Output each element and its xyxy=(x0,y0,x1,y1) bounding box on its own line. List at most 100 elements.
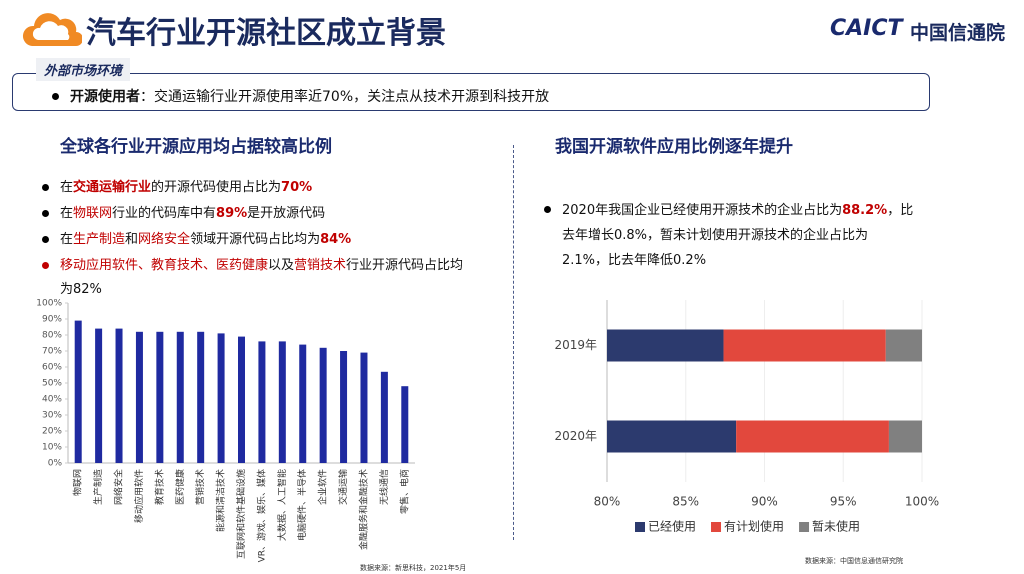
y-tick-label: 20% xyxy=(42,427,62,437)
bar xyxy=(74,320,82,463)
bar xyxy=(340,351,348,463)
legend-swatch xyxy=(635,522,645,532)
legend-label: 暂未使用 xyxy=(812,519,860,534)
x-tick-label: 网络安全 xyxy=(113,469,125,505)
left-source: 数据来源：新思科技，2021年5月 xyxy=(360,564,467,572)
text-run: 在 xyxy=(60,232,74,247)
divider xyxy=(513,145,514,540)
right-source: 数据来源：中国信息通信研究院 xyxy=(805,557,903,565)
text-run: 的开源代码使用占比为 xyxy=(151,180,282,195)
text-run: 70% xyxy=(281,180,313,195)
bar xyxy=(299,344,307,463)
bar xyxy=(278,341,286,463)
legend-label: 有计划使用 xyxy=(724,519,784,534)
x-tick-label: 移动应用软件 xyxy=(133,469,145,523)
text-run: 领域开源代码占比均为 xyxy=(190,232,321,247)
bullet-box xyxy=(12,73,930,111)
text-run: 和 xyxy=(125,232,139,247)
text-run: 以及 xyxy=(268,258,295,273)
y-tick-label: 2019年 xyxy=(554,338,597,352)
x-tick-label: 电脑硬件、半导体 xyxy=(296,469,308,541)
x-tick-label: 大数据、人工智能 xyxy=(276,469,288,541)
x-tick-label: 物联网 xyxy=(72,469,84,496)
text-run: 营销技术 xyxy=(294,258,347,273)
left-heading: 全球各行业开源应用均占据较高比例 xyxy=(60,137,332,157)
text-run: 物联网 xyxy=(73,206,113,221)
text-run: 开源使用者 xyxy=(70,89,140,105)
header-bullet: 开源使用者：交通运输行业开源使用率近70%，关注点从技术开源到科技开放 xyxy=(50,85,1024,109)
bullet: 在生产制造和网络安全领域开源代码占比均为84% xyxy=(40,228,470,252)
y-tick-label: 100% xyxy=(36,299,62,309)
legend-swatch xyxy=(799,522,810,532)
bar-segment xyxy=(607,329,724,362)
text-run: 84% xyxy=(320,232,352,247)
bar xyxy=(197,331,205,463)
text-run: 在 xyxy=(60,206,74,221)
logo-latin: CAICT xyxy=(830,16,903,41)
bar-segment xyxy=(885,329,922,362)
x-tick-label: 互联网和软件基础设施 xyxy=(235,469,247,559)
x-tick-label: 95% xyxy=(830,495,857,509)
bar xyxy=(135,331,143,463)
text-run: 移动应用软件、教育技术、医药健康 xyxy=(60,258,269,273)
x-tick-label: 生产制造 xyxy=(92,469,104,505)
bullet: 在交通运输行业的开源代码使用占比为70% xyxy=(40,176,470,200)
section-tab: 外部市场环境 xyxy=(36,58,131,81)
right-heading: 我国开源软件应用比例逐年提升 xyxy=(555,137,793,157)
bar xyxy=(401,386,409,463)
text-run: 是开放源代码 xyxy=(247,206,326,221)
bar xyxy=(380,371,388,463)
bar xyxy=(156,331,164,463)
x-tick-label: 交通运输 xyxy=(337,469,349,505)
bullet: 移动应用软件、教育技术、医药健康以及营销技术行业开源代码占比均为82% xyxy=(40,254,470,302)
legend-label: 已经使用 xyxy=(648,519,696,534)
left-bullets: 在交通运输行业的开源代码使用占比为70% 在物联网行业的代码库中有89%是开放源代… xyxy=(40,176,470,304)
x-tick-label: 100% xyxy=(905,495,939,509)
y-tick-label: 0% xyxy=(48,459,63,469)
x-tick-label: VR、游戏、娱乐、媒体 xyxy=(255,469,267,562)
text-run: 行业的代码库中有 xyxy=(112,206,217,221)
bullet: 在物联网行业的代码库中有89%是开放源代码 xyxy=(40,202,470,226)
x-tick-label: 80% xyxy=(594,495,621,509)
text-run: ，比去年增长0.8%，暂未计划使用开源技术的企业占比为2.1%，比去年降低0.2… xyxy=(562,203,914,268)
cloud-icon xyxy=(23,13,82,46)
bar xyxy=(176,331,184,463)
y-tick-label: 70% xyxy=(42,347,62,357)
bar-segment xyxy=(723,329,886,362)
x-tick-label: 能源和清洁技术 xyxy=(215,469,227,532)
text-run: 行业开源代码占比均为82% xyxy=(60,258,464,297)
text-run: ：交通运输行业开源使用率近70%，关注点从技术开源到科技开放 xyxy=(140,89,550,105)
bar xyxy=(360,352,368,463)
x-tick-label: 企业软件 xyxy=(317,469,329,505)
legend-swatch xyxy=(711,522,722,532)
y-tick-label: 30% xyxy=(42,411,62,421)
bar-segment xyxy=(888,420,922,453)
x-tick-label: 零售、电商 xyxy=(398,469,410,514)
y-tick-label: 40% xyxy=(42,395,62,405)
x-tick-label: 营销技术 xyxy=(194,469,206,505)
x-tick-label: 医药健康 xyxy=(174,469,186,505)
x-tick-label: 无线通信 xyxy=(378,469,390,505)
bar xyxy=(217,333,225,463)
text-run: 88.2% xyxy=(842,203,888,218)
text-run: 在 xyxy=(60,180,74,195)
bullet: 2020年我国企业已经使用开源技术的企业占比为88.2%，比去年增长0.8%，暂… xyxy=(542,198,914,273)
text-run: 网络安全 xyxy=(138,232,191,247)
bar xyxy=(238,336,245,463)
y-tick-label: 80% xyxy=(42,331,62,341)
x-tick-label: 90% xyxy=(751,495,778,509)
y-tick-label: 10% xyxy=(42,443,62,453)
y-tick-label: 50% xyxy=(42,379,62,389)
text-run: 89% xyxy=(216,206,248,221)
bar-chart: 0% 10% 20% 30% 40% 50% 60% 70% 80% 90% 100% 物联网 生产制造… xyxy=(36,299,415,562)
text-run: 2020年我国企业已经使用开源技术的企业占比为 xyxy=(562,203,843,218)
slide-title: 汽车行业开源社区成立背景 xyxy=(86,16,446,51)
bar xyxy=(319,347,327,463)
x-tick-label: 教育技术 xyxy=(153,469,165,505)
y-tick-label: 2020年 xyxy=(554,429,597,443)
x-tick-label: 85% xyxy=(672,495,699,509)
bar-segment xyxy=(607,420,737,453)
bar-segment xyxy=(736,420,889,453)
